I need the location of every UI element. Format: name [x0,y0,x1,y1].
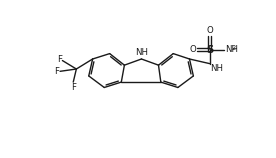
Text: O: O [190,45,197,54]
Text: S: S [206,45,213,55]
Text: F: F [71,83,76,92]
Text: 2: 2 [231,45,236,51]
Text: NH: NH [225,45,238,54]
Text: NH: NH [210,64,224,73]
Text: F: F [54,67,59,76]
Text: O: O [206,26,213,35]
Text: NH: NH [135,49,148,58]
Text: F: F [57,55,62,64]
